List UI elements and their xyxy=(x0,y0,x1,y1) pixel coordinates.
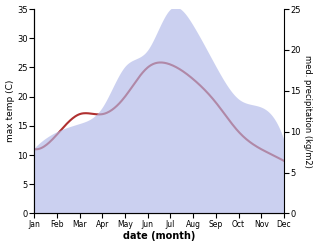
Y-axis label: med. precipitation (kg/m2): med. precipitation (kg/m2) xyxy=(303,55,313,168)
Y-axis label: max temp (C): max temp (C) xyxy=(5,80,15,143)
X-axis label: date (month): date (month) xyxy=(123,231,195,242)
